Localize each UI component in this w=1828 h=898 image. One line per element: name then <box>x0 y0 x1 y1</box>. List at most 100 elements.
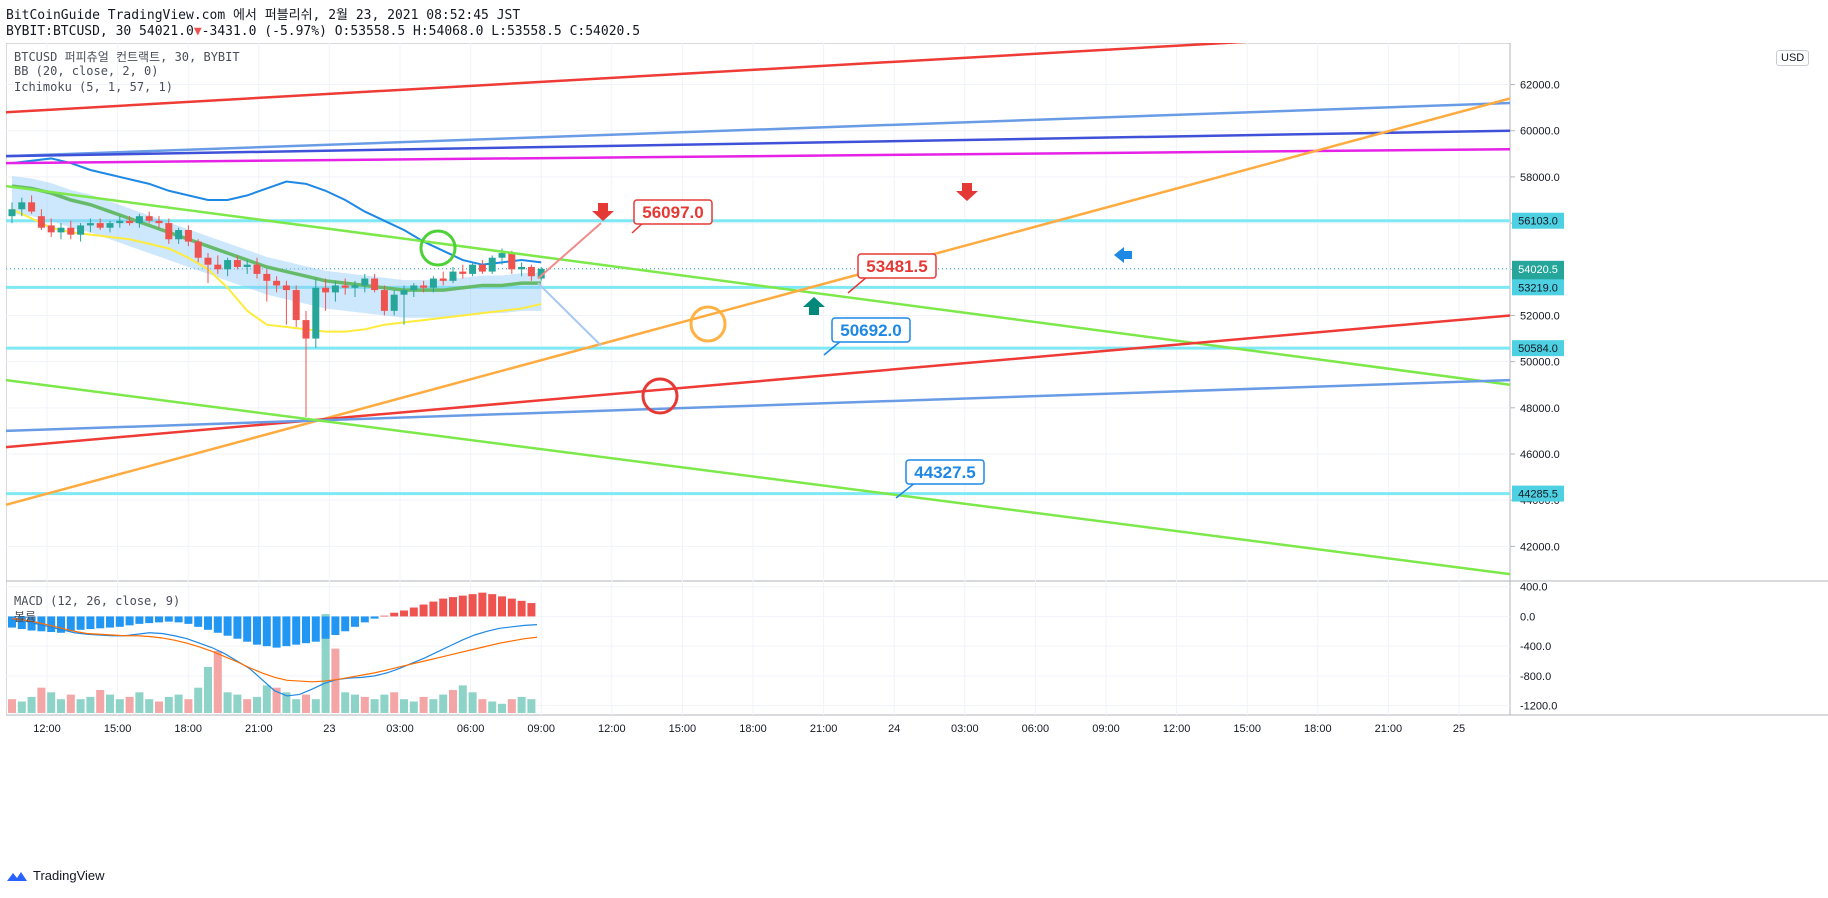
chart-area[interactable]: 12:00 15:00 18:00 21:00 23 03:00 06:00 09:00 12:… <box>5 42 1828 861</box>
candle-body <box>361 278 369 286</box>
volume-bar <box>507 699 516 713</box>
volume-bar <box>282 692 291 713</box>
y-tick-label: 62000.0 <box>1520 80 1560 92</box>
volume-bar <box>311 699 320 713</box>
high-value: H:54068.0 <box>413 24 484 39</box>
volume-bar <box>8 699 16 713</box>
macd-histogram-bar <box>439 598 448 617</box>
candle-body <box>233 260 241 267</box>
currency-badge[interactable]: USD <box>1776 50 1810 66</box>
y-tick-label: 48000.0 <box>1520 403 1560 415</box>
candle-body <box>341 285 349 288</box>
volume-bar <box>204 667 212 713</box>
macd-histogram-bar <box>66 616 75 632</box>
price-tag-label: 54020.5 <box>1518 264 1558 276</box>
candle-body <box>498 253 506 258</box>
volume-bar <box>106 694 114 713</box>
macd-histogram-bar <box>76 616 85 630</box>
down-arrow-icon <box>956 183 978 201</box>
macd-histogram-bar <box>262 616 271 647</box>
macd-histogram-bar <box>419 604 428 617</box>
footer-brand[interactable]: TradingView <box>6 868 105 883</box>
volume-bar <box>164 696 173 713</box>
volume-bar <box>419 696 428 713</box>
volume-bar <box>17 701 26 713</box>
macd-histogram-bar <box>311 616 320 642</box>
y-tick-label: 52000.0 <box>1520 310 1560 322</box>
macd-y-tick-label: -1200.0 <box>1520 701 1557 713</box>
symbol-ohlc-line: BYBIT:BTCUSD, 30 54021.0▼-3431.0 (-5.97%… <box>6 24 640 39</box>
ichimoku-line <box>11 208 542 333</box>
macd-histogram-bar <box>213 616 222 633</box>
candle-body <box>155 220 163 224</box>
macd-histogram-bar <box>125 616 134 626</box>
macd-histogram-bar <box>145 616 154 624</box>
macd-histogram-bar <box>243 616 252 642</box>
macd-histogram-bar <box>302 616 310 644</box>
macd-histogram-bar <box>351 616 359 627</box>
candle-body <box>527 266 535 277</box>
volume-bar <box>331 648 340 713</box>
up-arrow-icon <box>803 297 825 315</box>
y-tick-label: 46000.0 <box>1520 449 1560 461</box>
macd-histogram-bar <box>253 616 261 645</box>
candle-body <box>253 264 261 274</box>
price-tag-label: 50584.0 <box>1518 343 1558 355</box>
x-tick-label: 18:00 <box>174 723 202 735</box>
price-tag-label: 56103.0 <box>1518 216 1558 228</box>
volume-bar <box>213 650 222 713</box>
macd-histogram-bar <box>400 610 408 617</box>
candle-body <box>18 202 26 210</box>
macd-histogram-bar <box>27 616 36 631</box>
candle-body <box>331 285 339 293</box>
macd-histogram-bar <box>194 616 203 627</box>
x-tick-label: 24 <box>888 723 900 735</box>
candle-body <box>322 287 330 293</box>
legend-macd: MACD (12, 26, close, 9) <box>14 594 181 608</box>
trend-line <box>6 147 1510 165</box>
volume-bar <box>478 699 487 713</box>
volume-bar <box>174 694 183 713</box>
candle-body <box>459 271 467 274</box>
chart-canvas[interactable]: 12:00 15:00 18:00 21:00 23 03:00 06:00 09:00 12:… <box>5 42 1828 861</box>
volume-bar <box>96 690 105 713</box>
publish-info: BitCoinGuide TradingView.com 에서 퍼블리쉬, 2월… <box>6 8 521 23</box>
volume-bar <box>488 701 497 713</box>
x-tick-label: 15:00 <box>669 723 697 735</box>
volume-bar <box>341 692 350 713</box>
x-tick-label: 12:00 <box>598 723 626 735</box>
macd-histogram-bar <box>115 616 124 627</box>
volume-bar <box>390 692 399 713</box>
callout-box <box>857 253 937 279</box>
candle-body <box>508 253 516 270</box>
volume-bar <box>37 687 46 713</box>
x-tick-label: 03:00 <box>951 723 979 735</box>
macd-histogram-bar <box>341 616 350 632</box>
macd-histogram-bar <box>106 616 114 628</box>
macd-histogram-bar <box>47 616 56 633</box>
candle-body <box>8 209 16 217</box>
candle-body <box>263 273 271 281</box>
candle-body <box>37 216 45 228</box>
macd-histogram-bar <box>164 616 173 622</box>
candle-body <box>282 285 290 291</box>
x-tick-label: 03:00 <box>386 723 414 735</box>
x-tick-label: 15:00 <box>1233 723 1261 735</box>
volume-bar <box>86 696 95 713</box>
smile-icon <box>419 229 457 267</box>
macd-histogram-bar <box>321 616 330 639</box>
candle-body <box>47 225 55 233</box>
x-tick-label: 21:00 <box>245 723 273 735</box>
macd-histogram-bar <box>331 616 340 635</box>
candle-body <box>273 280 281 286</box>
volume-bar <box>292 699 301 713</box>
volume-bar <box>194 687 203 713</box>
x-tick-label: 25 <box>1453 723 1465 735</box>
x-tick-label: 18:00 <box>1304 723 1332 735</box>
candle-body <box>126 220 134 224</box>
volume-bar <box>400 699 408 713</box>
candle-body <box>184 230 192 242</box>
candle-body <box>96 223 104 228</box>
volume-bar <box>449 690 457 713</box>
volume-bar <box>321 614 330 713</box>
